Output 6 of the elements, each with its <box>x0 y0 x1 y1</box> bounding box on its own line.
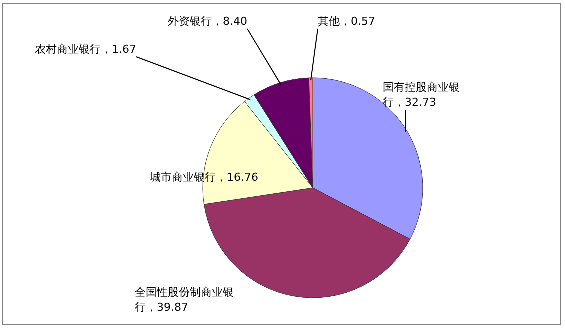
slice-label: 城市商业银行，16.76 <box>150 170 258 185</box>
slice-label: 国有控股商业银行，32.73 <box>383 80 461 110</box>
slice-label: 全国性股份制商业银行，39.87 <box>135 285 235 315</box>
slice-label: 外资银行，8.40 <box>168 14 248 29</box>
slice-label: 农村商业银行，1.67 <box>35 42 136 57</box>
slice-label: 其他，0.57 <box>318 14 376 29</box>
